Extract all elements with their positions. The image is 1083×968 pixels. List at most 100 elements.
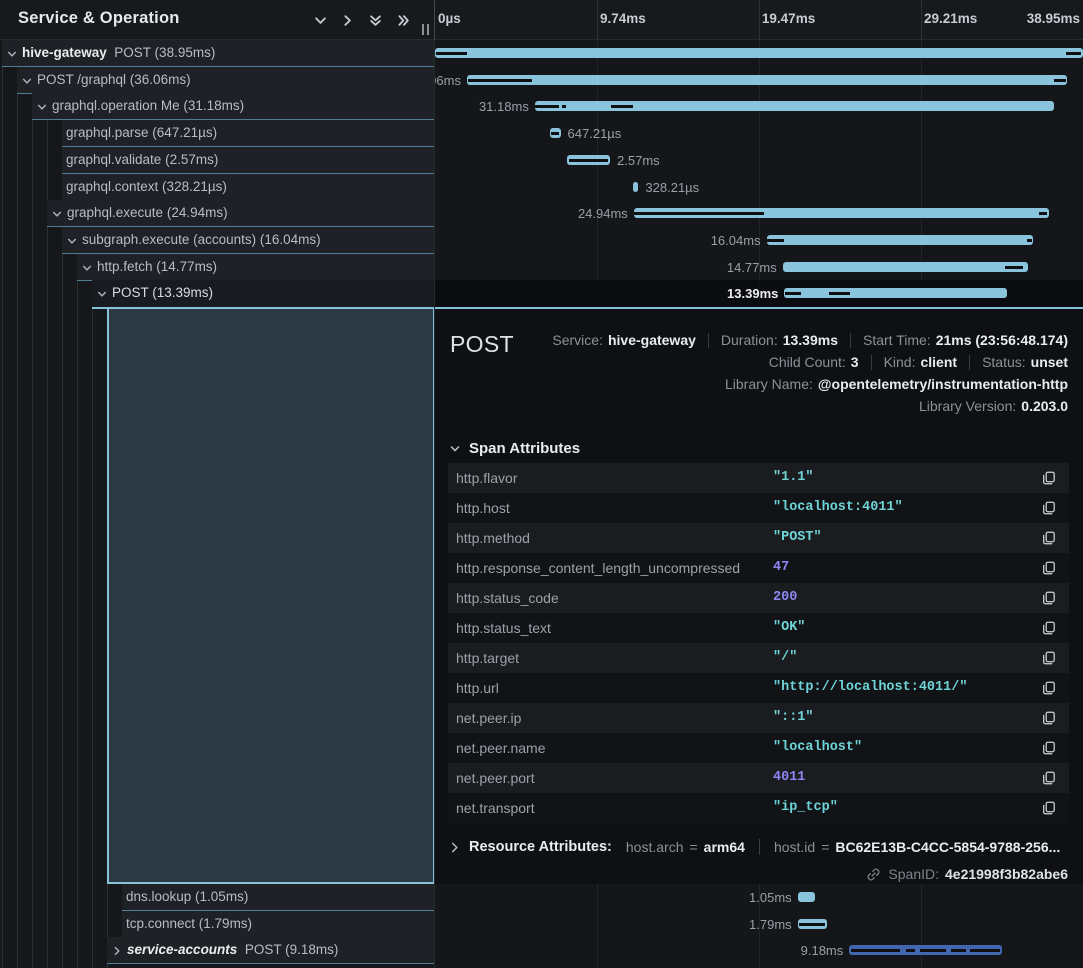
timeline-row[interactable]: 328.21µs <box>435 174 1083 201</box>
span-tree-row[interactable]: service-accounts POST (9.18ms) <box>0 937 435 965</box>
chevron-down-icon[interactable] <box>82 263 92 273</box>
copy-icon[interactable] <box>1042 621 1056 635</box>
span-tree-row[interactable]: graphql.parse (647.21µs) <box>0 120 435 148</box>
copy-icon[interactable] <box>1042 801 1056 815</box>
chevron-down-icon[interactable] <box>97 289 107 299</box>
span-bar[interactable] <box>435 48 1083 58</box>
span-meta-item: Kind: client <box>870 354 958 370</box>
critical-path-segment <box>828 292 850 296</box>
span-bar[interactable] <box>782 261 1029 272</box>
copy-icon[interactable] <box>1042 771 1056 785</box>
timeline-row[interactable]: 647.21µs <box>435 120 1083 147</box>
meta-value: hive-gateway <box>607 332 696 348</box>
chevron-down-icon <box>314 14 327 27</box>
critical-path-segment <box>611 105 633 109</box>
span-tree-row[interactable]: graphql.execute (24.94ms) <box>0 200 435 228</box>
span-tree-row[interactable]: http.fetch (14.77ms) <box>0 253 435 281</box>
ruler-label: 38.95ms <box>1026 11 1080 26</box>
span-tree-row[interactable]: POST /graphql (36.06ms) <box>0 66 435 94</box>
attribute-row: http.status_code 200 <box>448 583 1069 613</box>
resource-attributes-pairs: host.arch = arm64 host.id = BC62E13B-C4CC-585… <box>626 839 1060 855</box>
span-tree-row[interactable]: graphql.operation Me (31.18ms) <box>0 93 435 121</box>
attribute-key: http.flavor <box>456 470 518 486</box>
span-name-label: http.fetch (14.77ms) <box>97 258 218 274</box>
copy-icon[interactable] <box>1042 561 1056 575</box>
timeline-row[interactable]: 36.06ms <box>435 67 1083 94</box>
panel-divider-line <box>434 0 435 40</box>
span-tree-row[interactable]: graphql.context (328.21µs) <box>0 173 435 201</box>
span-tree-row[interactable]: POST (13.39ms) <box>0 280 435 309</box>
timeline-row[interactable]: 2.57ms <box>435 147 1083 174</box>
expand-one-button[interactable] <box>338 11 356 29</box>
ruler-label: 0µs <box>438 11 461 26</box>
ruler-label: 29.21ms <box>923 11 978 26</box>
attribute-value: 47 <box>773 560 790 575</box>
span-tree-row[interactable]: graphql.validate (2.57ms) <box>0 146 435 174</box>
span-row-background <box>62 146 435 174</box>
chevron-right-icon[interactable] <box>112 946 122 956</box>
double-chevron-right-icon <box>397 14 410 27</box>
attribute-key: http.target <box>456 650 520 666</box>
copy-icon[interactable] <box>1042 651 1056 665</box>
chevron-down-icon[interactable] <box>37 102 47 112</box>
critical-path-segment <box>535 105 559 109</box>
span-tree-row[interactable]: dns.lookup (1.05ms) <box>0 884 435 911</box>
copy-icon[interactable] <box>1042 741 1056 755</box>
resource-attributes-row[interactable]: Resource Attributes: host.arch = arm64 host… <box>450 837 1060 857</box>
chevron-down-icon[interactable] <box>52 209 62 219</box>
meta-value: client <box>920 354 958 370</box>
timeline-row[interactable]: 31.18ms <box>435 93 1083 120</box>
timeline-row[interactable]: 1.05ms <box>435 884 1083 911</box>
span-meta-item: Library Name: @opentelemetry/instrumentat… <box>725 376 1068 392</box>
attribute-key: http.host <box>456 500 510 516</box>
span-bar[interactable] <box>534 101 1054 112</box>
span-bar[interactable] <box>466 74 1067 85</box>
attribute-row: http.method "POST" <box>448 523 1069 553</box>
copy-icon[interactable] <box>1042 531 1056 545</box>
timeline-row[interactable]: 38.95ms <box>435 40 1083 67</box>
span-bar[interactable] <box>797 892 816 902</box>
expand-all-button[interactable] <box>394 11 412 29</box>
panel-drag-handle[interactable] <box>422 24 429 35</box>
timeline-row[interactable]: 1.79ms <box>435 911 1083 938</box>
span-tree-row[interactable]: hive-gateway POST (38.95ms) <box>0 40 435 67</box>
attribute-value: "/" <box>773 650 798 665</box>
span-bar[interactable] <box>766 234 1034 245</box>
span-attributes-header[interactable]: Span Attributes <box>450 440 580 457</box>
critical-path-segment <box>970 949 1001 953</box>
attribute-row: http.url "http://localhost:4011/" <box>448 673 1069 703</box>
timeline-row[interactable]: 24.94ms <box>435 200 1083 227</box>
panel-resize-divider[interactable] <box>434 0 435 968</box>
copy-icon[interactable] <box>1042 681 1056 695</box>
copy-icon[interactable] <box>1042 711 1056 725</box>
copy-icon[interactable] <box>1042 501 1056 515</box>
ruler-label: 19.47ms <box>761 11 816 26</box>
equals-sign: = <box>689 839 698 855</box>
collapse-one-button[interactable] <box>311 11 329 29</box>
span-tree-row[interactable]: subgraph.execute (accounts) (16.04ms) <box>0 226 435 254</box>
timeline-row[interactable]: 13.39ms <box>435 280 1083 308</box>
timeline-row[interactable]: 14.77ms <box>435 254 1083 281</box>
span-duration-label: 2.57ms <box>617 152 660 168</box>
timeline-row[interactable]: 16.04ms <box>435 227 1083 254</box>
span-duration-label: 14.77ms <box>726 259 777 275</box>
critical-path-segment <box>850 949 901 953</box>
copy-icon[interactable] <box>1042 591 1056 605</box>
span-bar[interactable] <box>784 288 1008 299</box>
span-bar[interactable] <box>633 208 1049 219</box>
critical-path-segment <box>951 949 966 953</box>
span-meta-line: Library Version: 0.203.0 <box>919 395 1068 417</box>
span-bar[interactable] <box>632 181 639 192</box>
copy-icon[interactable] <box>1042 471 1056 485</box>
span-meta-item: Start Time: 21ms (23:56:48.174) <box>850 332 1068 348</box>
attribute-key: net.transport <box>456 800 535 816</box>
collapse-all-button[interactable] <box>366 11 384 29</box>
span-name-label: graphql.context (328.21µs) <box>66 178 227 194</box>
span-tree-row[interactable]: tcp.connect (1.79ms) <box>0 910 435 938</box>
chevron-down-icon[interactable] <box>22 76 32 86</box>
chevron-down-icon[interactable] <box>7 49 17 59</box>
chevron-down-icon[interactable] <box>67 236 77 246</box>
timeline-row[interactable]: 9.18ms <box>435 937 1083 964</box>
ruler-tick <box>597 0 599 40</box>
link-icon[interactable] <box>866 867 881 882</box>
